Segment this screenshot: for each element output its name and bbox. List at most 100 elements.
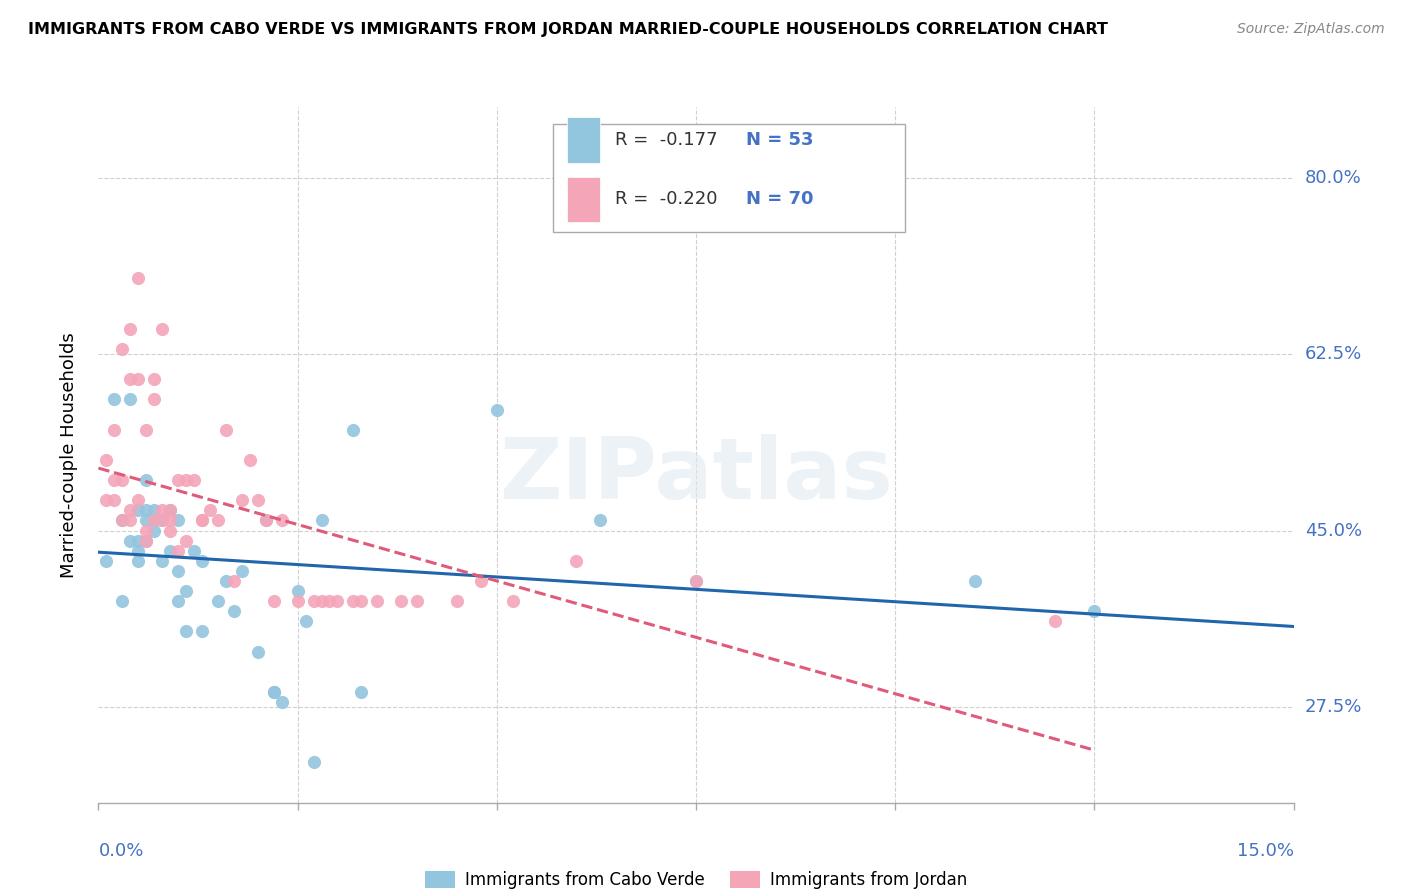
Point — [111, 594, 134, 608]
Text: R =  -0.177: R = -0.177 — [614, 131, 717, 149]
Point — [159, 543, 181, 558]
Point — [207, 513, 229, 527]
Point — [143, 372, 166, 386]
Point — [326, 594, 349, 608]
FancyBboxPatch shape — [553, 124, 905, 232]
Point — [167, 564, 190, 578]
Point — [120, 322, 142, 336]
Point — [263, 594, 285, 608]
Point — [111, 513, 134, 527]
Point — [150, 513, 173, 527]
Point — [103, 423, 125, 437]
Point — [96, 554, 118, 568]
Point — [127, 372, 149, 386]
Point — [127, 493, 149, 508]
Point — [589, 513, 612, 527]
Point — [287, 594, 309, 608]
Point — [239, 453, 262, 467]
Text: 62.5%: 62.5% — [1305, 345, 1362, 363]
Point — [366, 594, 388, 608]
Point — [350, 685, 373, 699]
Point — [150, 513, 173, 527]
Point — [1043, 615, 1066, 629]
Point — [685, 574, 707, 588]
Y-axis label: Married-couple Households: Married-couple Households — [59, 332, 77, 578]
Point — [406, 594, 429, 608]
Point — [198, 503, 221, 517]
Text: ZIPatlas: ZIPatlas — [499, 434, 893, 517]
Point — [127, 543, 149, 558]
Point — [311, 513, 333, 527]
Point — [502, 594, 524, 608]
Point — [120, 392, 142, 407]
Point — [143, 513, 166, 527]
Point — [1083, 604, 1105, 618]
Point — [103, 493, 125, 508]
Text: N = 53: N = 53 — [747, 131, 814, 149]
Point — [311, 594, 333, 608]
Point — [246, 493, 269, 508]
Point — [127, 554, 149, 568]
Bar — [567, 118, 600, 162]
Text: 80.0%: 80.0% — [1305, 169, 1361, 186]
Point — [167, 543, 190, 558]
Point — [159, 524, 181, 538]
Text: 45.0%: 45.0% — [1305, 522, 1362, 540]
Point — [143, 392, 166, 407]
Point — [565, 554, 588, 568]
Point — [174, 584, 197, 599]
Point — [143, 513, 166, 527]
Point — [222, 604, 245, 618]
Point — [120, 533, 142, 548]
Point — [207, 594, 229, 608]
Point — [215, 423, 238, 437]
Point — [191, 513, 214, 527]
Point — [135, 513, 157, 527]
Bar — [567, 177, 600, 222]
Text: R =  -0.220: R = -0.220 — [614, 190, 717, 208]
Point — [150, 503, 173, 517]
Point — [191, 554, 214, 568]
Text: 27.5%: 27.5% — [1305, 698, 1362, 716]
Point — [263, 685, 285, 699]
Point — [963, 574, 986, 588]
Point — [470, 574, 492, 588]
Point — [302, 756, 325, 770]
Point — [143, 503, 166, 517]
Point — [485, 402, 508, 417]
Point — [302, 594, 325, 608]
Point — [342, 423, 364, 437]
Point — [446, 594, 468, 608]
Point — [135, 473, 157, 487]
Text: Source: ZipAtlas.com: Source: ZipAtlas.com — [1237, 22, 1385, 37]
Point — [167, 513, 190, 527]
Point — [96, 493, 118, 508]
Point — [159, 513, 181, 527]
Point — [103, 473, 125, 487]
Point — [120, 503, 142, 517]
Text: 0.0%: 0.0% — [98, 842, 143, 860]
Point — [167, 473, 190, 487]
Point — [174, 624, 197, 639]
Point — [150, 322, 173, 336]
Point — [135, 524, 157, 538]
Point — [135, 503, 157, 517]
Text: N = 70: N = 70 — [747, 190, 814, 208]
Point — [111, 342, 134, 356]
Point — [143, 524, 166, 538]
Text: IMMIGRANTS FROM CABO VERDE VS IMMIGRANTS FROM JORDAN MARRIED-COUPLE HOUSEHOLDS C: IMMIGRANTS FROM CABO VERDE VS IMMIGRANTS… — [28, 22, 1108, 37]
Legend: Immigrants from Cabo Verde, Immigrants from Jordan: Immigrants from Cabo Verde, Immigrants f… — [419, 863, 973, 892]
Point — [174, 533, 197, 548]
Point — [270, 695, 292, 709]
Point — [127, 503, 149, 517]
Point — [270, 513, 292, 527]
Point — [222, 574, 245, 588]
Point — [342, 594, 364, 608]
Point — [120, 372, 142, 386]
Point — [103, 392, 125, 407]
Point — [127, 271, 149, 285]
Point — [685, 574, 707, 588]
Point — [231, 564, 253, 578]
Text: 15.0%: 15.0% — [1236, 842, 1294, 860]
Point — [135, 533, 157, 548]
